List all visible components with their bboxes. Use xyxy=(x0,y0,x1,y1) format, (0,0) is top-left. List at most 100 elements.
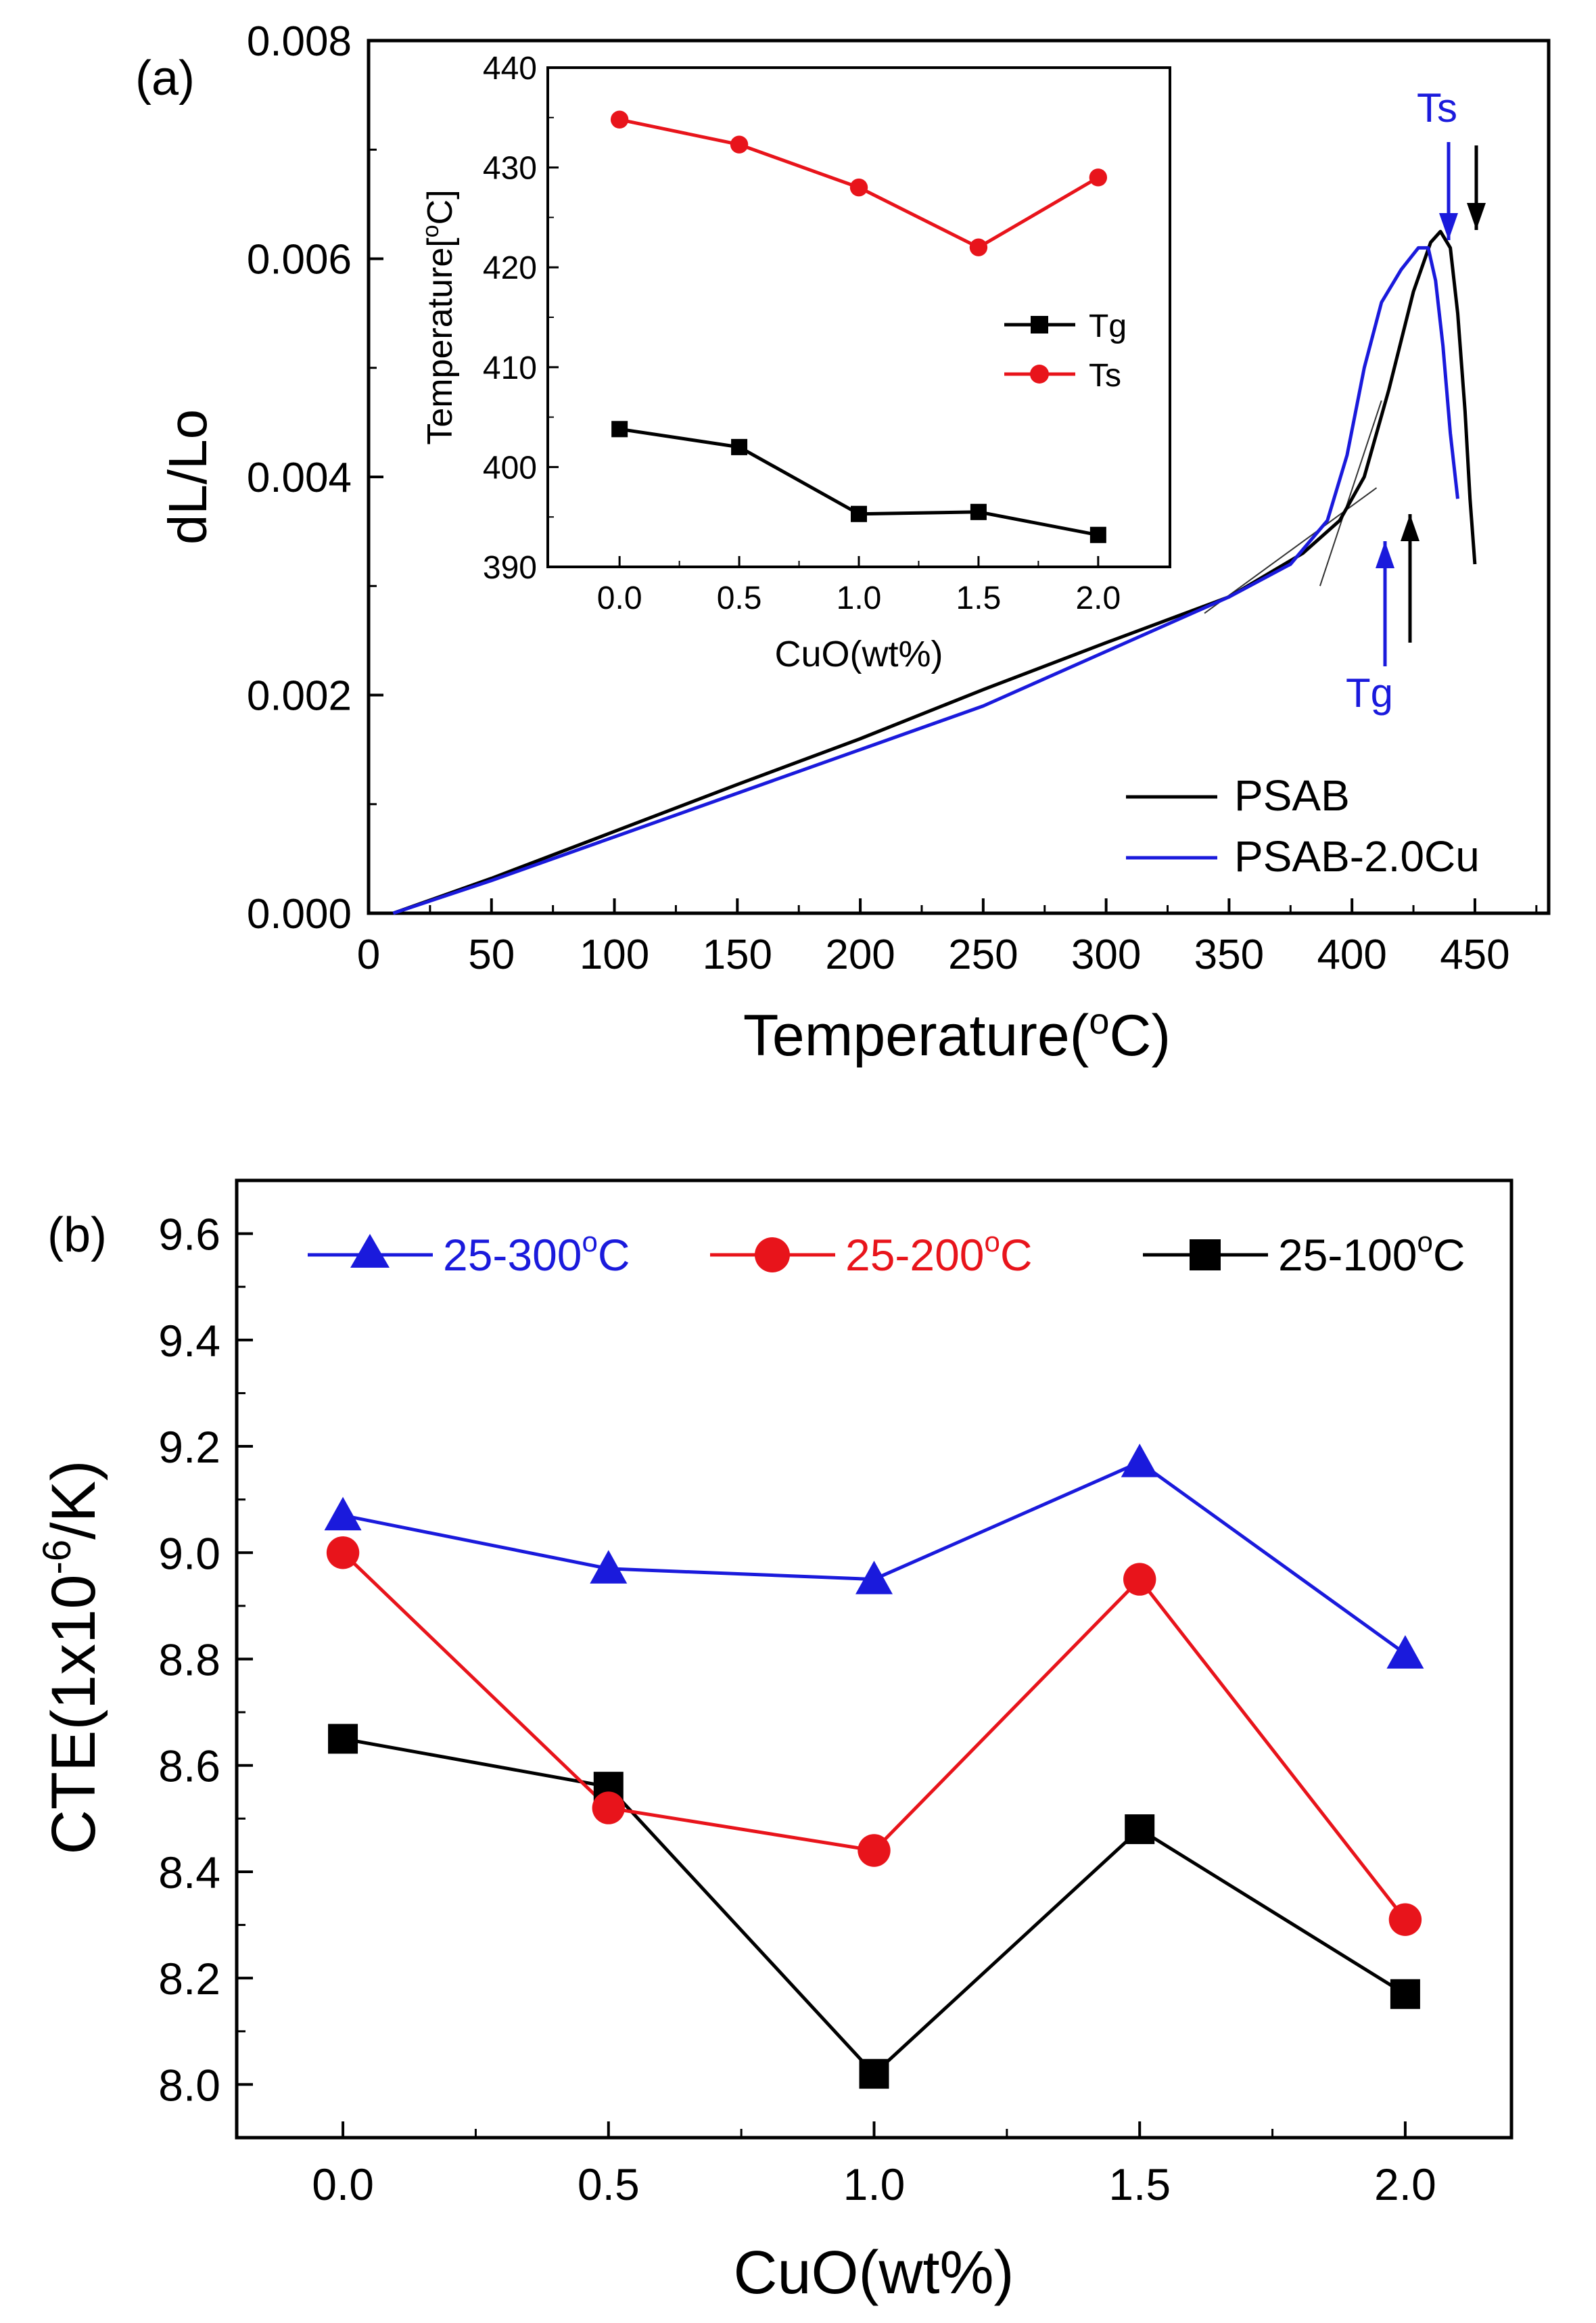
legend-100-tail: C xyxy=(1433,1230,1465,1280)
cte-25-100-point xyxy=(1390,1979,1420,2009)
b-y-tick-label: 9.2 xyxy=(158,1422,220,1472)
psab-series-line xyxy=(392,229,1477,915)
cte-25-200-point xyxy=(858,1834,891,1867)
cte-25-300-point xyxy=(590,1550,628,1584)
panel-b: (b) 0.0 0.5 1.0 1.5 2.0 8.0 8.2 8.4 8.6 8.8 9.0 9.… xyxy=(35,1178,1513,2307)
inset-legend-ts-marker xyxy=(1030,365,1049,384)
panel-b-y-ticks: 8.0 8.2 8.4 8.6 8.8 9.0 9.2 9.4 9.6 xyxy=(158,1210,253,2110)
b-y-tick-label: 9.0 xyxy=(158,1528,220,1578)
inset-series xyxy=(610,110,1108,543)
b-x-tick-label: 1.5 xyxy=(1108,2159,1171,2209)
inset-y-label-tail: C] xyxy=(421,189,460,225)
inset-y-label-sup: o xyxy=(418,225,444,237)
cte-25-100-point xyxy=(859,2058,889,2089)
inset-y-axis-label: Temperature[oC] xyxy=(418,189,460,444)
cte-25-200-point xyxy=(592,1791,625,1824)
ts-arrow-blue-head xyxy=(1439,213,1458,240)
panel-b-x-axis-label: CuO(wt%) xyxy=(733,2239,1014,2307)
panel-a-y-axis-label: dL/Lo xyxy=(158,409,218,545)
inset-ts-point xyxy=(730,135,749,154)
inset-y-tick-label: 390 xyxy=(483,550,537,586)
a-y-tick-label: 0.008 xyxy=(247,18,352,65)
inset-x-ticks: 0.0 0.5 1.0 1.5 2.0 xyxy=(597,556,1121,616)
b-y-label-tail: /K) xyxy=(39,1460,108,1540)
inset-ts-point xyxy=(1089,168,1108,187)
b-y-tick-label: 8.0 xyxy=(158,2060,220,2110)
psab-cu-series-line xyxy=(392,246,1459,915)
ts-arrow-black-head xyxy=(1467,203,1486,230)
panel-b-x-ticks: 0.0 0.5 1.0 1.5 2.0 xyxy=(312,2121,1436,2209)
tg-arrow-blue-head xyxy=(1376,541,1394,568)
b-x-tick-label: 1.0 xyxy=(843,2159,906,2209)
inset-tg-point xyxy=(851,505,867,522)
inset-y-tick-label: 430 xyxy=(483,151,537,187)
inset-tg-point xyxy=(1089,526,1106,543)
inset-legend-ts-label: Ts xyxy=(1089,358,1121,394)
inset-tg-point xyxy=(731,438,748,455)
inset-y-tick-label: 410 xyxy=(483,350,537,386)
legend-300-marker xyxy=(350,1234,390,1268)
inset-ts-point xyxy=(849,178,868,197)
b-y-tick-label: 8.2 xyxy=(158,1954,220,2004)
panel-b-legend: 25-300oC 25-200oC 25-100oC xyxy=(308,1226,1465,1280)
cte-25-300-point xyxy=(855,1561,893,1594)
inset-ts-point xyxy=(610,110,629,129)
inset-y-label-main: Temperature[ xyxy=(421,237,460,445)
panel-a: (a) 0 50 100 150 200 250 300 350 400 450 0.0000.0… xyxy=(135,18,1551,1068)
inset-x-tick-label: 0.0 xyxy=(597,580,642,616)
inset-frame xyxy=(546,66,1171,568)
legend-200-main: 25-200 xyxy=(845,1230,985,1280)
a-y-tick-label: 0.006 xyxy=(247,237,352,283)
cte-25-200-point xyxy=(1123,1563,1156,1596)
a-x-tick-label: 0 xyxy=(357,932,380,978)
inset-legend: Tg Ts xyxy=(1004,308,1127,394)
b-y-tick-label: 9.6 xyxy=(158,1210,220,1260)
cte-25-300-point xyxy=(1121,1444,1158,1477)
legend-psab-cu-label: PSAB-2.0Cu xyxy=(1234,832,1480,881)
b-y-tick-label: 8.8 xyxy=(158,1635,220,1685)
panel-b-label: (b) xyxy=(47,1208,107,1262)
cte-25-300-point xyxy=(1386,1635,1424,1669)
a-x-tick-label: 100 xyxy=(580,932,649,978)
tg-annotation: Tg xyxy=(1346,670,1393,716)
a-y-tick-label: 0.000 xyxy=(247,891,352,938)
legend-200-tail: C xyxy=(1000,1230,1033,1280)
a-x-tick-label: 400 xyxy=(1317,932,1386,978)
b-x-tick-label: 0.5 xyxy=(578,2159,640,2209)
inset-y-tick-label: 400 xyxy=(483,450,537,486)
tg-arrow-black-head xyxy=(1401,514,1419,541)
inset-chart: 0.0 0.5 1.0 1.5 2.0 390 400 410 420 430 440 CuO(w… xyxy=(418,51,1171,674)
tangent-line xyxy=(1319,400,1382,586)
panel-a-series xyxy=(392,229,1477,915)
panel-a-arrows xyxy=(1376,142,1486,666)
cte-25-100-point xyxy=(1125,1814,1155,1845)
inset-y-ticks: 390 400 410 420 430 440 xyxy=(483,51,559,586)
x-label-tail: C) xyxy=(1109,1003,1171,1068)
inset-x-axis-label: CuO(wt%) xyxy=(774,634,943,674)
panel-b-y-axis-label: CTE(1x10-6/K) xyxy=(35,1460,108,1854)
a-x-tick-label: 300 xyxy=(1071,932,1141,978)
b-y-tick-label: 8.4 xyxy=(158,1847,220,1898)
a-y-tick-label: 0.004 xyxy=(247,455,352,501)
a-y-tick-label: 0.002 xyxy=(247,673,352,720)
a-x-tick-label: 350 xyxy=(1194,932,1264,978)
b-y-label-sup: -6 xyxy=(35,1540,79,1575)
cte-25-300-point xyxy=(324,1496,362,1531)
panel-a-y-ticks: 0.000 0.002 0.004 0.006 0.008 xyxy=(247,18,383,938)
legend-200-sup: o xyxy=(985,1226,1000,1258)
inset-y-tick-label: 420 xyxy=(483,250,537,286)
inset-tg-point xyxy=(970,503,987,520)
b-x-tick-label: 2.0 xyxy=(1374,2159,1436,2209)
legend-200-marker xyxy=(755,1237,790,1272)
panel-a-label: (a) xyxy=(135,51,195,106)
panel-b-series xyxy=(324,1444,1424,2089)
legend-100-main: 25-100 xyxy=(1278,1230,1417,1280)
legend-100-sup: o xyxy=(1417,1226,1433,1258)
inset-x-tick-label: 1.5 xyxy=(956,580,1002,616)
ts-annotation: Ts xyxy=(1417,85,1457,131)
panel-a-x-axis-label: Temperature(oC) xyxy=(743,1001,1171,1068)
a-x-tick-label: 50 xyxy=(468,932,515,978)
inset-x-tick-label: 0.5 xyxy=(717,580,762,616)
inset-x-tick-label: 2.0 xyxy=(1075,580,1121,616)
